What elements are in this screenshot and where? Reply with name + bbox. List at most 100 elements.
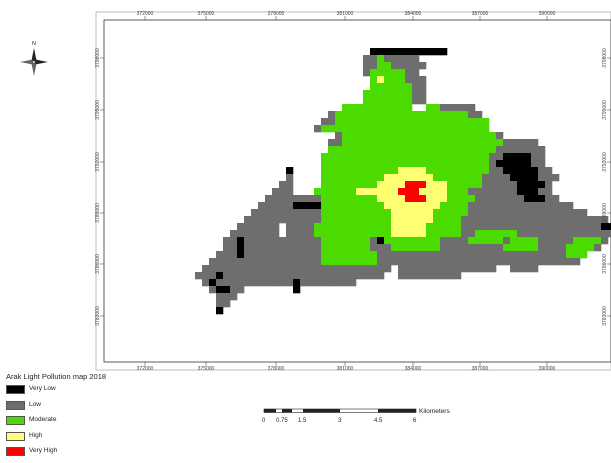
raster-cell <box>363 258 371 266</box>
raster-cell <box>482 174 490 182</box>
raster-cell <box>426 237 434 245</box>
raster-cell <box>251 279 259 287</box>
raster-cell <box>328 265 336 273</box>
raster-cell <box>489 153 497 161</box>
raster-cell <box>412 160 420 168</box>
raster-cell <box>321 230 329 238</box>
raster-cell <box>419 48 427 56</box>
raster-cell <box>342 237 350 245</box>
raster-cell <box>384 104 392 112</box>
raster-cell <box>342 272 350 280</box>
raster-cell <box>580 230 588 238</box>
raster-cell <box>349 118 357 126</box>
raster-cell <box>342 132 350 140</box>
raster-cell <box>300 258 308 266</box>
scale-label-3: 3 <box>338 418 342 424</box>
raster-cell <box>230 279 238 287</box>
raster-cell <box>552 216 560 224</box>
raster-cell <box>405 272 413 280</box>
raster-cell <box>419 258 427 266</box>
raster-cell <box>440 118 448 126</box>
raster-cell <box>545 195 553 203</box>
raster-cell <box>496 146 504 154</box>
raster-cell <box>356 237 364 245</box>
raster-cell <box>349 181 357 189</box>
raster-cell <box>594 216 602 224</box>
raster-cell <box>279 202 287 210</box>
raster-cell <box>412 230 420 238</box>
raster-cell <box>398 188 406 196</box>
raster-cell <box>426 174 434 182</box>
raster-cell <box>412 139 420 147</box>
raster-cell <box>517 188 525 196</box>
raster-cell <box>251 258 259 266</box>
raster-cell <box>412 90 420 98</box>
raster-cell <box>300 279 308 287</box>
raster-cell <box>447 132 455 140</box>
raster-cell <box>286 258 294 266</box>
raster-cell <box>461 265 469 273</box>
raster-cell <box>349 125 357 133</box>
raster-cell <box>279 244 287 252</box>
raster-cell <box>335 237 343 245</box>
raster-cell <box>272 258 280 266</box>
raster-cell <box>447 181 455 189</box>
raster-cell <box>230 286 238 294</box>
raster-cell <box>510 244 518 252</box>
raster-cell <box>384 251 392 259</box>
raster-cell <box>405 258 413 266</box>
raster-cell <box>223 300 231 308</box>
raster-cell <box>377 160 385 168</box>
raster-cell <box>419 160 427 168</box>
raster-cell <box>265 272 273 280</box>
raster-cell <box>559 258 567 266</box>
raster-cell <box>307 244 315 252</box>
raster-cell <box>328 244 336 252</box>
raster-cell <box>349 258 357 266</box>
raster-cell <box>573 258 581 266</box>
raster-cell <box>370 181 378 189</box>
raster-cell <box>573 223 581 231</box>
raster-cell <box>531 167 539 175</box>
raster-cell <box>482 209 490 217</box>
raster-cell <box>398 167 406 175</box>
raster-cell <box>475 244 483 252</box>
raster-cell <box>321 188 329 196</box>
raster-cell <box>286 202 294 210</box>
raster-cell <box>468 181 476 189</box>
raster-cell <box>517 216 525 224</box>
raster-cell <box>524 216 532 224</box>
raster-cell <box>377 216 385 224</box>
raster-cell <box>321 202 329 210</box>
raster-cell <box>384 125 392 133</box>
raster-cell <box>412 272 420 280</box>
legend-swatch <box>6 431 25 441</box>
raster-cell <box>538 181 546 189</box>
raster-cell <box>342 111 350 119</box>
raster-cell <box>265 237 273 245</box>
tick-label: 3792000 <box>602 152 608 172</box>
raster-cell <box>335 272 343 280</box>
raster-cell <box>377 125 385 133</box>
raster-cell <box>384 244 392 252</box>
raster-cell <box>587 223 595 231</box>
legend-label: Very High <box>29 447 58 454</box>
raster-cell <box>454 209 462 217</box>
raster-cell <box>258 265 266 273</box>
raster-cell <box>405 202 413 210</box>
raster-cell <box>349 167 357 175</box>
raster-cell <box>314 279 322 287</box>
raster-cell <box>370 237 378 245</box>
raster-cell <box>517 153 525 161</box>
raster-cell <box>440 104 448 112</box>
raster-cell <box>265 216 273 224</box>
raster-cell <box>496 160 504 168</box>
raster-cell <box>335 230 343 238</box>
raster-cell <box>412 83 420 91</box>
raster-cell <box>363 125 371 133</box>
raster-cell <box>314 188 322 196</box>
tick-label: 3789000 <box>602 203 608 223</box>
raster-cell <box>370 104 378 112</box>
raster-cell <box>398 251 406 259</box>
raster-cell <box>580 223 588 231</box>
